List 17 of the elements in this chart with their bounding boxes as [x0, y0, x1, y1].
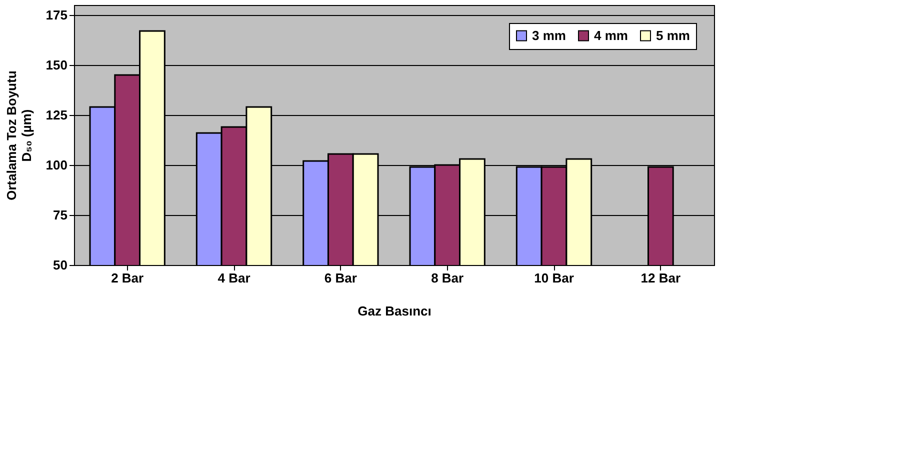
x-tick-label: 6 Bar [324, 270, 357, 286]
x-tick-label: 10 Bar [534, 270, 574, 286]
legend-label: 5 mm [656, 28, 690, 43]
y-tick-label: 125 [46, 108, 68, 122]
y-tick-label: 175 [46, 8, 68, 22]
x-tick-label: 12 Bar [640, 270, 681, 286]
x-tick-label: 2 Bar [111, 270, 144, 286]
y-tick-label: 50 [53, 258, 68, 272]
x-axis-title: Gaz Basıncı [358, 304, 432, 318]
y-axis-title: Ortalama Toz Boyutu D₅₀ (µm) [4, 70, 34, 200]
y-tick-label: 100 [46, 158, 68, 172]
y-tick-label: 75 [53, 208, 68, 222]
legend-label: 3 mm [532, 28, 566, 43]
y-tick-label: 150 [46, 58, 68, 72]
x-tick-label: 8 Bar [431, 270, 464, 286]
legend-label: 4 mm [594, 28, 628, 43]
x-tick-label: 4 Bar [218, 270, 250, 286]
